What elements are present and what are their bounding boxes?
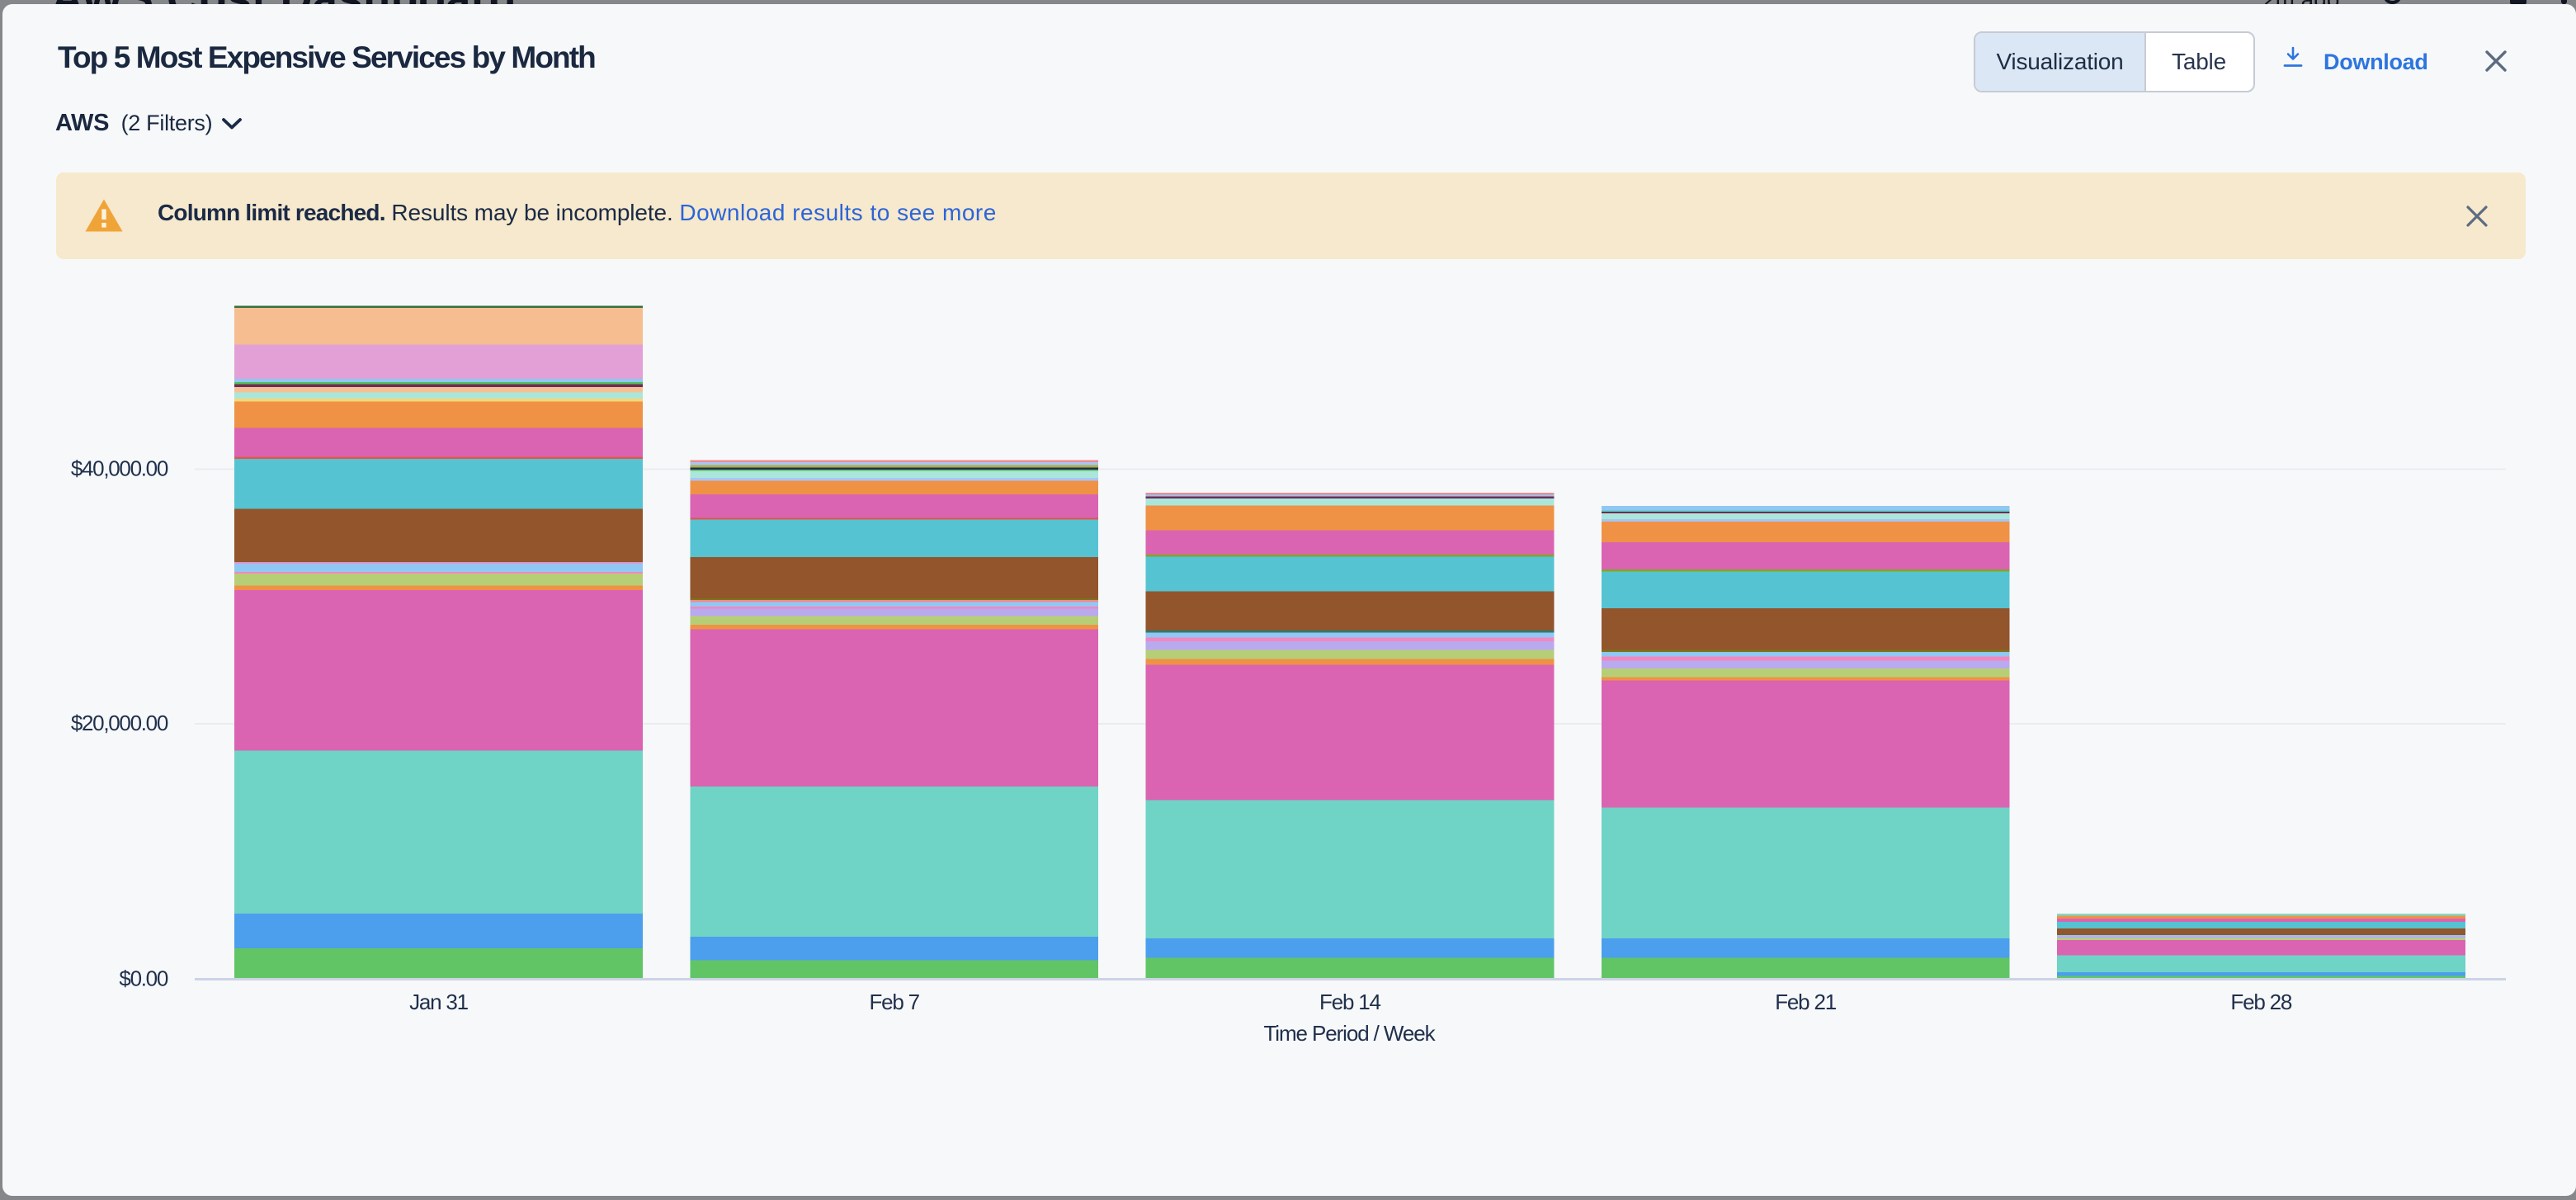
svg-text:Feb 7: Feb 7	[869, 990, 919, 1014]
svg-text:Feb 28: Feb 28	[2230, 990, 2291, 1014]
svg-text:Time Period / Week: Time Period / Week	[1263, 1021, 1436, 1046]
svg-text:Jan 31: Jan 31	[409, 990, 469, 1014]
svg-text:$0.00: $0.00	[119, 966, 167, 991]
svg-text:Feb 21: Feb 21	[1775, 990, 1836, 1014]
svg-text:Feb 14: Feb 14	[1319, 990, 1380, 1014]
svg-text:$40,000.00: $40,000.00	[71, 456, 168, 481]
svg-text:$20,000.00: $20,000.00	[71, 711, 168, 735]
